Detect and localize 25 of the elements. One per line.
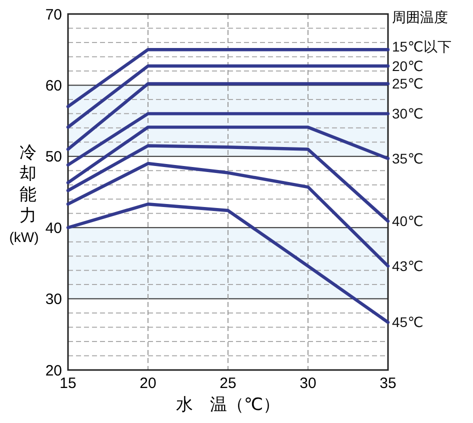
- series-label: 25℃: [392, 76, 424, 92]
- y-tick-label: 30: [45, 291, 62, 308]
- x-tick-label: 15: [60, 375, 76, 392]
- y-tick-label: 70: [45, 6, 62, 24]
- y-axis-title: 冷却能力(kW): [9, 143, 39, 245]
- series-label: 20℃: [392, 58, 424, 74]
- series-label: 43℃: [392, 258, 424, 274]
- legend-title: 周囲温度: [392, 9, 448, 25]
- x-tick-label: 35: [380, 375, 396, 392]
- series-label: 40℃: [392, 213, 424, 230]
- x-tick-label: 30: [300, 375, 316, 392]
- y-tick-label: 40: [45, 220, 62, 237]
- series-label: 30℃: [392, 106, 424, 122]
- x-tick-label: 20: [140, 375, 156, 392]
- x-tick-label: 25: [220, 375, 236, 392]
- y-tick-label: 50: [45, 148, 62, 166]
- y-tick-label: 20: [45, 362, 62, 380]
- y-tick-label: 60: [45, 77, 62, 94]
- x-axis-title: 水 温（℃）: [176, 395, 280, 414]
- series-label: 45℃: [392, 314, 424, 330]
- line-series: [66, 144, 390, 223]
- line-series: [66, 202, 390, 324]
- series-label: 15℃以下: [392, 38, 452, 54]
- line-series: [66, 162, 390, 268]
- series-label: 35℃: [392, 150, 424, 166]
